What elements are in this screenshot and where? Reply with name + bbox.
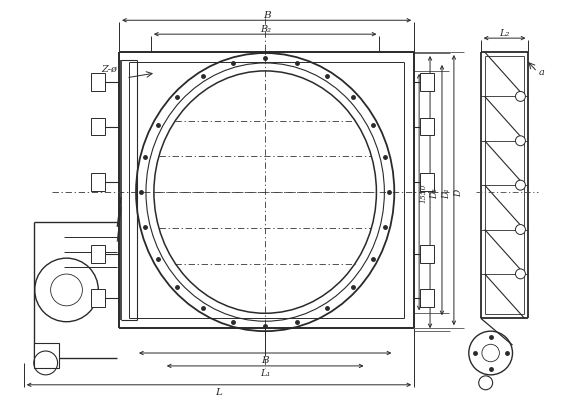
Text: a: a [538,68,544,77]
Bar [420,245,434,263]
Circle shape [516,269,525,279]
Bar [91,245,105,263]
Circle shape [516,225,525,235]
Circle shape [516,92,525,102]
Text: B: B [262,356,269,365]
Text: L₁: L₁ [260,368,270,377]
Bar [91,290,105,308]
Bar [420,118,434,136]
Bar [91,74,105,92]
Text: L: L [216,387,222,396]
Text: B: B [263,11,270,20]
Text: D: D [454,189,463,196]
Text: 1550: 1550 [419,183,427,202]
Bar [420,290,434,308]
Bar [91,118,105,136]
Circle shape [516,136,525,146]
Bar [91,174,105,192]
Text: D₁: D₁ [443,187,451,198]
Text: Z-ø: Z-ø [102,64,117,73]
Text: D₂: D₂ [430,187,440,198]
Bar [420,174,434,192]
Text: L₂: L₂ [499,28,510,38]
Bar [34,343,59,368]
Bar [420,74,434,92]
Text: B₂: B₂ [260,25,271,33]
Circle shape [516,181,525,191]
